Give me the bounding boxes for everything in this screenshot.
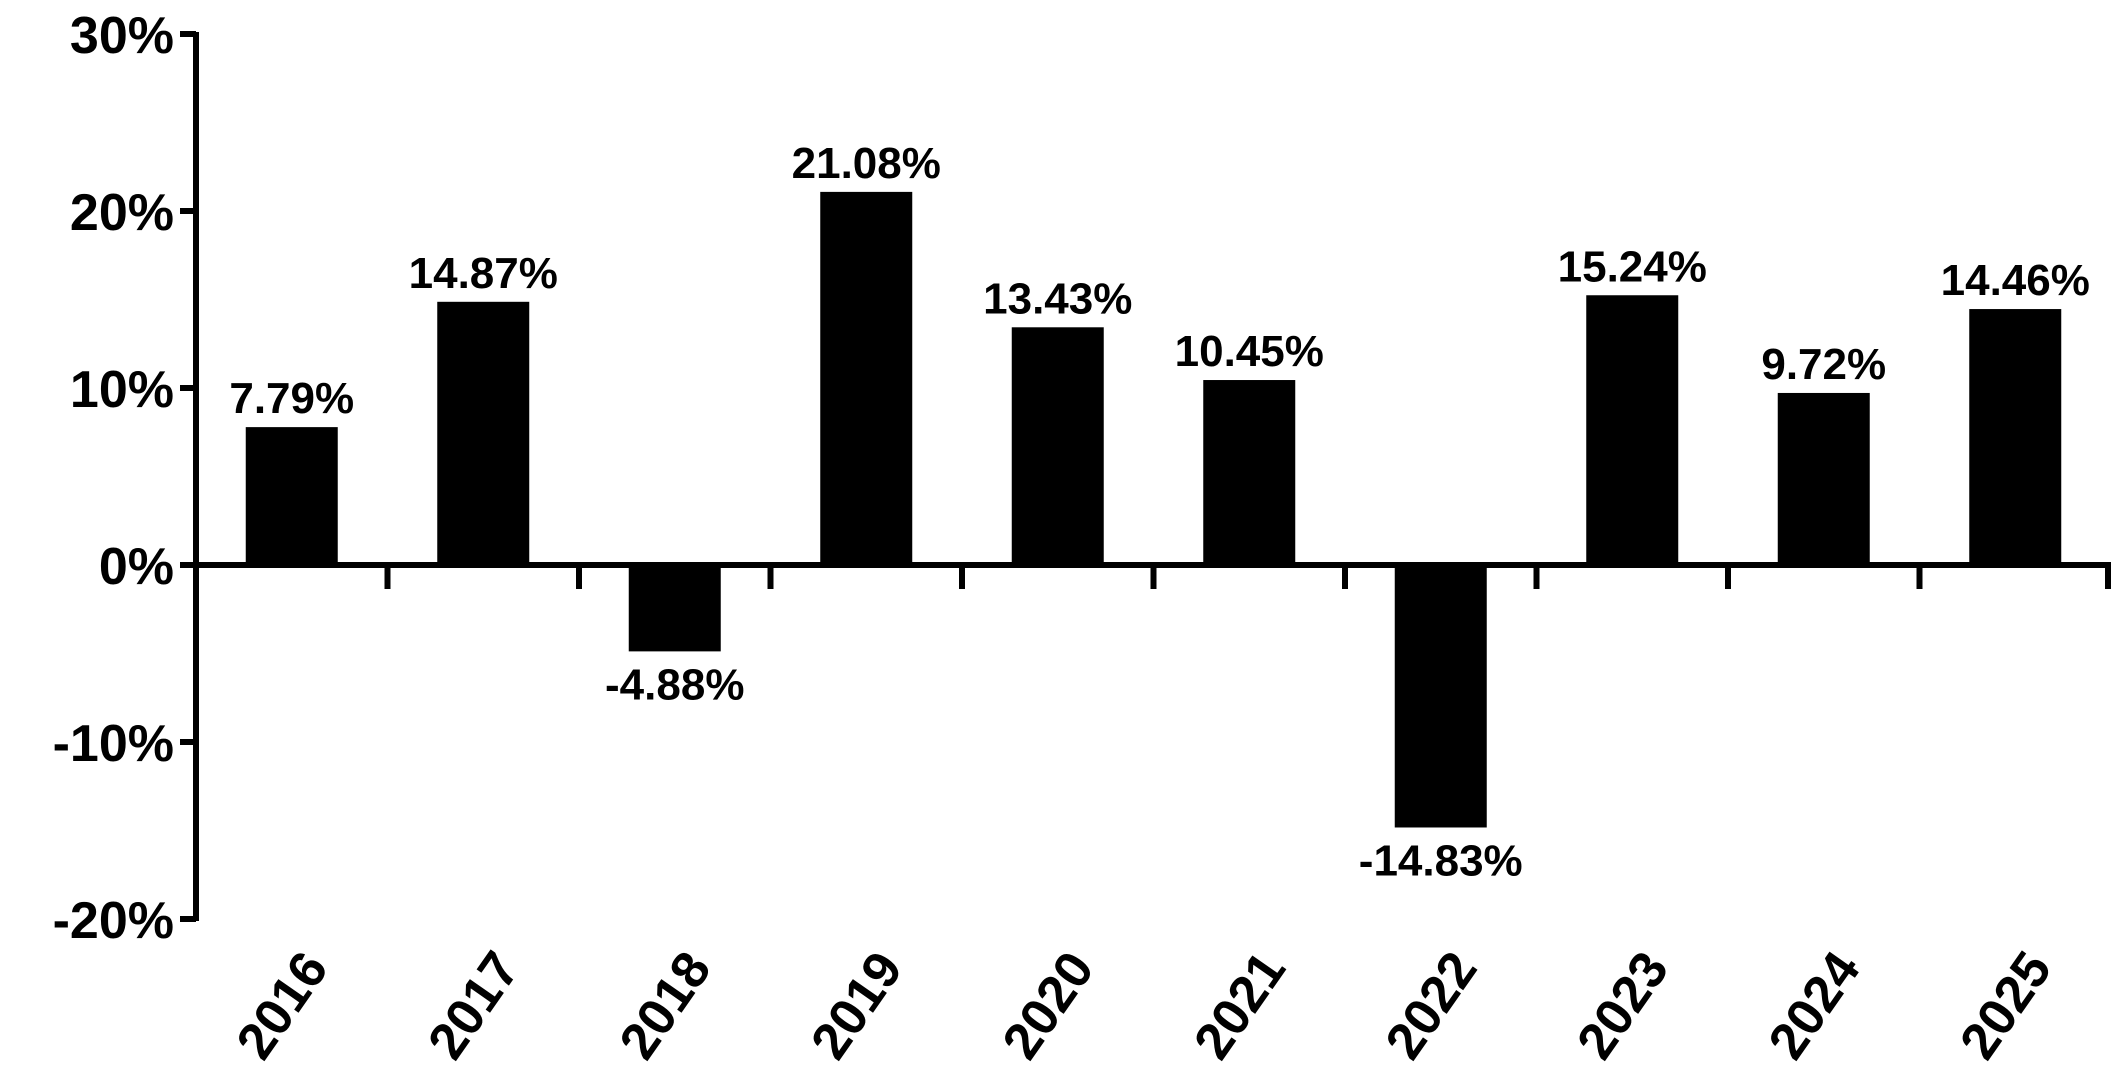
data-label-2020: 13.43%: [983, 274, 1132, 323]
bar-2023: [1586, 295, 1679, 565]
data-label-2016: 7.79%: [229, 374, 354, 423]
bar-2024: [1777, 392, 1870, 565]
y-tick-label: 30%: [70, 7, 174, 65]
data-label-2022: -14.83%: [1359, 836, 1523, 885]
y-tick-label: 10%: [70, 361, 174, 419]
x-category-label: 2018: [609, 942, 723, 1070]
y-axis-ticks: 30% 20% 10% 0% -10% -20%: [53, 7, 196, 950]
x-axis-categories: 2016 2017 2018 2019 2020 2021 2022 2023 2024 2025: [226, 942, 2063, 1070]
data-label-2025: 14.46%: [1941, 256, 2090, 305]
bar-2016: [245, 427, 338, 565]
data-label-2019: 21.08%: [792, 139, 941, 188]
data-label-2021: 10.45%: [1175, 327, 1324, 376]
x-category-label: 2017: [417, 942, 531, 1070]
data-label-2024: 9.72%: [1761, 340, 1886, 389]
data-labels: 7.79% 14.87% -4.88% 21.08% 13.43% 10.45% -14.8…: [229, 139, 2090, 886]
bar-2020: [1011, 327, 1104, 565]
bar-2017: [437, 301, 530, 565]
bar-2022: [1394, 565, 1487, 828]
y-tick-label: -20%: [53, 892, 174, 950]
data-label-2018: -4.88%: [605, 660, 744, 709]
y-tick-label: 0%: [99, 538, 174, 596]
x-category-label: 2022: [1375, 942, 1489, 1070]
y-tick-label: 20%: [70, 184, 174, 242]
x-category-label: 2016: [226, 942, 340, 1070]
bar-2025: [1969, 309, 2062, 565]
bar-2021: [1203, 380, 1296, 565]
axes: [193, 32, 2111, 921]
bar-2019: [820, 191, 913, 565]
x-category-label: 2024: [1758, 942, 1872, 1070]
bar-2018: [628, 565, 721, 652]
x-category-label: 2021: [1183, 942, 1297, 1070]
bars: [245, 191, 2062, 828]
data-label-2017: 14.87%: [409, 249, 558, 298]
x-category-label: 2019: [800, 942, 914, 1070]
data-label-2023: 15.24%: [1558, 242, 1707, 291]
x-category-label: 2023: [1566, 942, 1680, 1070]
y-tick-label: -10%: [53, 715, 174, 773]
x-category-label: 2025: [1949, 942, 2063, 1070]
x-category-label: 2020: [992, 942, 1106, 1070]
